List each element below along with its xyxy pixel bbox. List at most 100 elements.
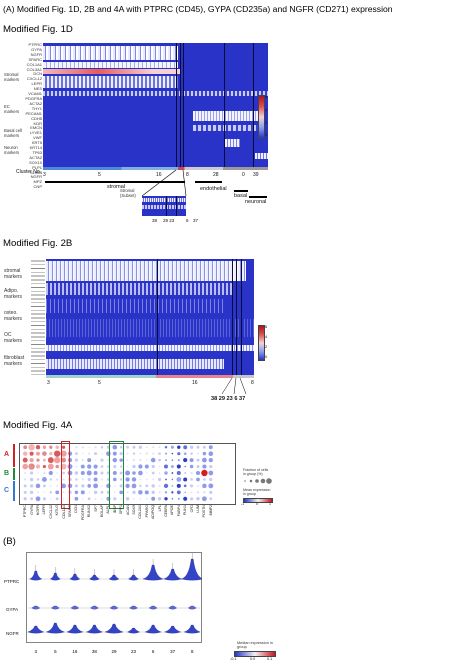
dot (55, 490, 60, 495)
dot (60, 450, 67, 457)
row-group-c-bar (13, 481, 15, 501)
gene-tick-label: CFD (189, 505, 194, 513)
dot (75, 478, 78, 481)
dot (93, 483, 99, 489)
dot (145, 497, 148, 500)
dot (29, 490, 34, 495)
dot (49, 452, 53, 456)
dot (158, 472, 161, 474)
violin (109, 605, 119, 610)
dot (88, 491, 90, 493)
dot (100, 471, 104, 475)
dot (23, 484, 27, 488)
dot (201, 469, 208, 477)
dot (150, 457, 156, 463)
fig2b-colorbar-tick: 4 (265, 334, 268, 339)
dot (177, 497, 180, 500)
dot (183, 452, 187, 456)
fig1d-cluster-num: 3 (43, 172, 46, 178)
gene-tick-label: SOX9 (132, 505, 136, 515)
dot (183, 477, 188, 482)
fig4a-legend-color-title: Mean expression in group (243, 488, 271, 496)
dot (75, 452, 78, 456)
dot (61, 445, 66, 449)
dot (55, 445, 59, 449)
fig2b-colorbar-tick: 2 (265, 344, 268, 349)
violin-x-label: 23 (131, 649, 137, 654)
fig4a-legend-colorbar (243, 498, 273, 503)
dot (74, 496, 79, 501)
gene-tick-label: SPP1 (119, 505, 124, 515)
dot (42, 458, 46, 462)
dot (119, 471, 123, 475)
dot (139, 498, 142, 500)
dot (94, 497, 97, 500)
dot (202, 445, 206, 449)
violin (108, 574, 120, 581)
dot (189, 464, 194, 469)
gene-tick-label: LEPR (42, 505, 47, 515)
violin (69, 573, 81, 581)
dot (55, 464, 59, 469)
dot (125, 470, 131, 476)
gene-tick-label: IBSP (112, 505, 117, 514)
dot (67, 483, 73, 489)
dot (42, 484, 46, 488)
dot (164, 497, 168, 501)
fig2b-colorbar-tick: 0 (265, 354, 268, 359)
dot (37, 491, 39, 494)
dot (190, 452, 193, 455)
dot (23, 445, 28, 450)
dot (29, 471, 34, 475)
dot (22, 463, 28, 470)
dot (183, 458, 188, 463)
dot (158, 446, 161, 449)
violin-x-label: 16 (72, 649, 78, 654)
fig4a-dotplot (22, 444, 214, 502)
dot (94, 459, 97, 461)
fig2b-bottom-nums: 38 29 23 6 37 (211, 396, 246, 402)
dot (151, 484, 155, 488)
dot (171, 459, 174, 461)
fig2b-group-stromal: stromal markers (4, 268, 23, 280)
dot (50, 498, 52, 500)
dot (75, 446, 78, 449)
dot (29, 484, 34, 488)
dot (184, 472, 186, 474)
violin-row-label: GYPA (6, 607, 19, 612)
dot (138, 464, 143, 469)
dot (209, 464, 213, 469)
basal-bracket (234, 190, 248, 192)
fig2b-cluster-num: 3 (47, 380, 50, 386)
fig1d-colorbar-tick: 0 (265, 132, 268, 137)
dot (132, 471, 136, 475)
dot (112, 444, 118, 450)
violin (163, 568, 183, 581)
violin (31, 605, 41, 610)
fig1d-cluster-num: 28 (213, 172, 219, 178)
fig1d-group-stromal: Stromal markers (4, 72, 20, 82)
dot (196, 445, 200, 449)
dot (67, 458, 73, 463)
inset-num: 29 23 (163, 218, 175, 223)
dot (165, 478, 167, 481)
dot (56, 478, 59, 481)
violin-plot: 3 5 16 38 29 23 6 37 8 (26, 552, 202, 654)
dot (208, 457, 213, 463)
fig2b-group-fibroblast: fibroblast markers (4, 355, 25, 367)
dot (196, 458, 200, 462)
dot (100, 478, 104, 481)
gene-tick-label: RUNX2 (87, 505, 92, 518)
dot (120, 498, 122, 500)
fig2b-title: Modified Fig. 2B (3, 238, 73, 249)
dot (152, 478, 154, 481)
dot (55, 497, 59, 501)
dot (165, 459, 167, 461)
violin (181, 558, 202, 581)
dot (145, 446, 148, 449)
dot (146, 459, 148, 461)
fig4a-title: Modified Fig. 4A (3, 420, 73, 431)
dot (157, 497, 162, 501)
gene-tick-label: COL2A1 (138, 505, 143, 519)
dot (146, 472, 148, 474)
